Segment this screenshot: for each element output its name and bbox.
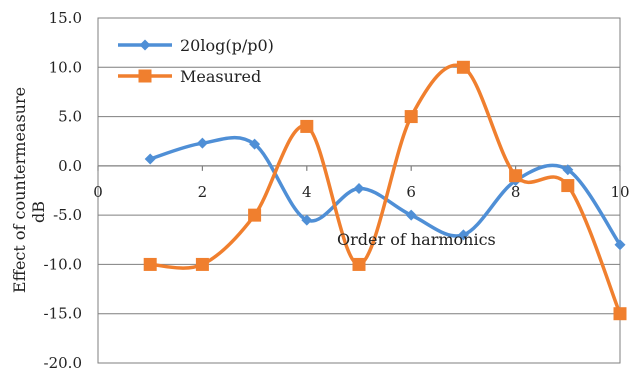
data-point-diamond xyxy=(301,214,313,226)
data-point-square xyxy=(509,169,523,183)
data-point-diamond xyxy=(144,153,156,165)
data-point-diamond xyxy=(249,138,261,150)
y-axis-title: Effect of countermeasure dB xyxy=(10,87,48,293)
data-point-square xyxy=(456,60,470,74)
y-tick-label: 0.0 xyxy=(58,157,82,175)
series-measured xyxy=(143,60,627,321)
x-tick-label: 8 xyxy=(511,183,521,201)
data-point-diamond xyxy=(614,239,626,251)
legend-label-measured: Measured xyxy=(180,67,261,86)
data-point-square xyxy=(143,257,157,271)
y-tick-label: -15.0 xyxy=(44,305,82,323)
data-point-square xyxy=(404,110,418,124)
x-tick-label: 4 xyxy=(302,183,312,201)
x-tick-labels: 0 2 4 6 8 10 xyxy=(93,165,630,201)
y-axis-title-line-2: dB xyxy=(29,201,48,223)
y-tick-label: 10.0 xyxy=(49,58,82,76)
legend-marker-square xyxy=(138,69,152,83)
y-axis-title-line-1: Effect of countermeasure xyxy=(10,87,29,293)
x-tick-label: 6 xyxy=(406,183,416,201)
data-point-diamond xyxy=(405,209,417,221)
data-point-diamond xyxy=(457,229,469,241)
data-point-diamond xyxy=(196,137,208,149)
data-point-diamond xyxy=(562,164,574,176)
y-tick-labels: 15.0 10.0 5.0 0.0 -5.0 -10.0 -15.0 -20.0 xyxy=(44,9,82,372)
plot-frame xyxy=(97,17,621,364)
data-point-square xyxy=(248,208,262,222)
data-point-square xyxy=(352,257,366,271)
x-tick-label: 10 xyxy=(610,183,629,201)
legend: 20log(p/p0) Measured xyxy=(118,36,274,86)
y-tick-label: -5.0 xyxy=(53,206,82,224)
legend-label-20log: 20log(p/p0) xyxy=(180,36,274,55)
x-axis-title: Order of harmonics xyxy=(337,230,496,249)
x-tick-label: 2 xyxy=(198,183,208,201)
y-tick-label: -10.0 xyxy=(44,255,82,273)
data-point-square xyxy=(613,307,627,321)
y-tick-label: 5.0 xyxy=(58,108,82,126)
x-tick-label: 0 xyxy=(93,183,103,201)
data-point-square xyxy=(300,119,314,133)
series xyxy=(143,60,627,321)
y-tick-label: -20.0 xyxy=(44,354,82,372)
y-tick-label: 15.0 xyxy=(49,9,82,27)
data-point-diamond xyxy=(353,183,365,195)
legend-marker-diamond xyxy=(139,39,151,51)
data-point-square xyxy=(561,179,575,193)
data-point-square xyxy=(195,257,209,271)
